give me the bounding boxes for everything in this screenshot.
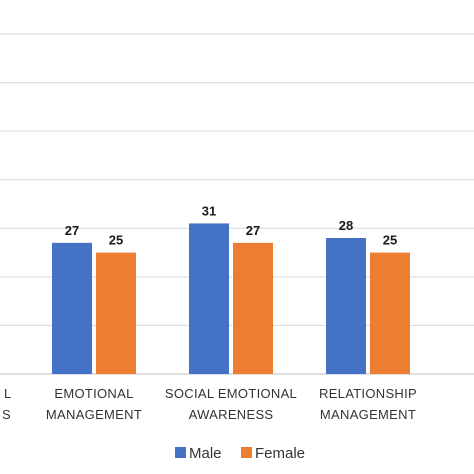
category-label: S [2, 407, 11, 422]
category-label: RELATIONSHIP [319, 386, 417, 401]
bar-male [189, 223, 229, 374]
legend-swatch [241, 447, 252, 458]
data-label: 27 [246, 223, 260, 238]
category-labels: LS EMOTIONAL MANAGEMENT SOCIAL EMOTIONAL AWA… [2, 386, 417, 422]
legend: Male Female [175, 445, 305, 462]
bar-male [52, 242, 92, 374]
data-label: 25 [109, 233, 123, 248]
legend-swatch [175, 447, 186, 458]
bar-female [370, 252, 410, 374]
bar-female [96, 252, 136, 374]
bar-female [233, 242, 273, 374]
category-label: AWARENESS [189, 407, 274, 422]
category-label: EMOTIONAL [54, 386, 133, 401]
category-label: L [4, 386, 12, 401]
category-label: MANAGEMENT [46, 407, 142, 422]
bar-male [326, 238, 366, 374]
category-label: MANAGEMENT [320, 407, 416, 422]
data-label: 27 [65, 223, 79, 238]
legend-label: Female [255, 445, 305, 462]
legend-label: Male [189, 445, 222, 462]
bars [52, 223, 410, 374]
data-label: 31 [202, 203, 216, 218]
data-label: 28 [339, 218, 353, 233]
data-label: 25 [383, 233, 397, 248]
data-labels: 23272531272825 [65, 203, 397, 248]
category-label: SOCIAL EMOTIONAL [165, 386, 297, 401]
